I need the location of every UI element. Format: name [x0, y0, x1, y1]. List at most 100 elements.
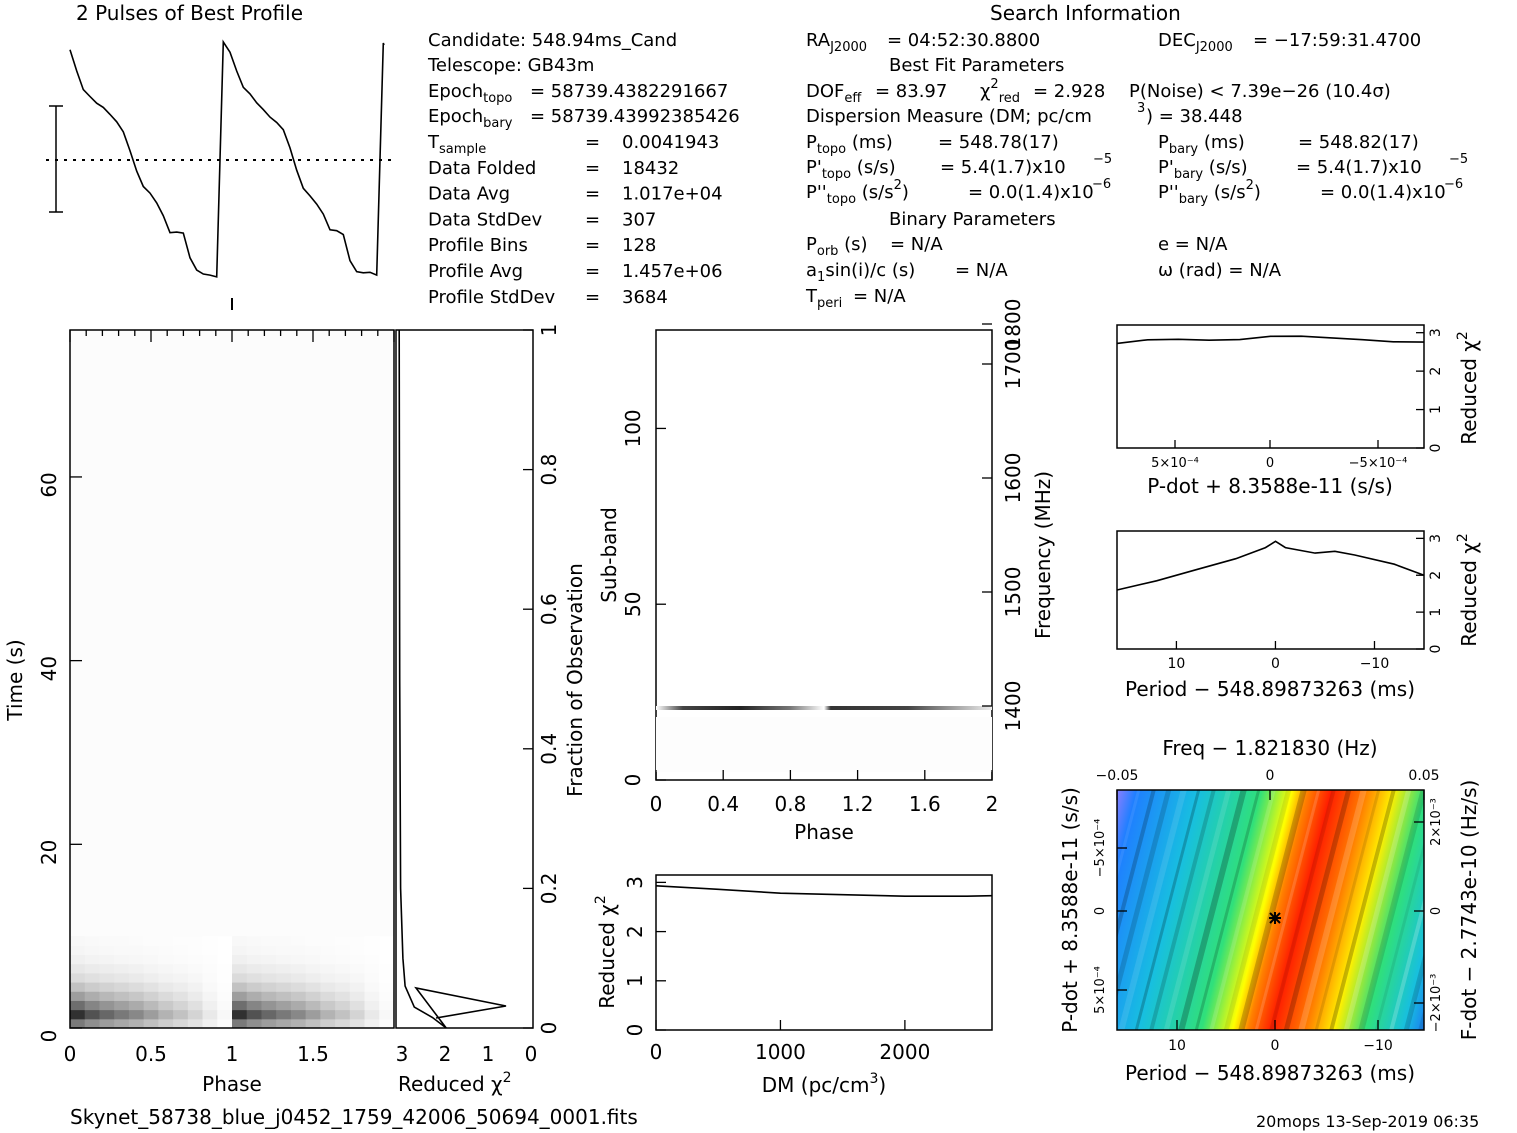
heatmap-cell	[99, 963, 115, 974]
heatmap-cell	[84, 963, 100, 974]
y-tick-label: 0.6	[537, 593, 561, 625]
heatmap-cell	[379, 991, 395, 1001]
info-equals: =	[585, 132, 600, 153]
candidate-text: Candidate: 548.94ms_Cand	[428, 30, 677, 51]
heatmap-cell	[305, 972, 321, 983]
heatmap-cell	[246, 972, 262, 983]
dm-cube: 3	[1137, 101, 1145, 116]
pddtopo-label: P''topo (s/s2)	[806, 178, 909, 207]
pdtopo-value: = 5.4(1.7)x10	[940, 157, 1066, 178]
y-tick-label: 0	[1093, 907, 1108, 915]
info-table: Tsample = 0.0041943 Data Folded = 18432 Data A…	[427, 132, 723, 308]
heatmap-cell	[158, 1000, 174, 1011]
heatmap-cell	[99, 1009, 115, 1020]
heatmap-cell	[114, 982, 130, 992]
heatmap-cell	[143, 963, 159, 974]
heatmap-streak	[1403, 951, 1424, 1030]
y-tick-label: 50	[621, 591, 645, 616]
heatmap-cell	[158, 982, 174, 992]
heatmap-cell	[217, 945, 233, 956]
heatmap-cell	[305, 945, 321, 956]
x-tick-label: 1.6	[909, 792, 941, 816]
heatmap-streak	[1358, 790, 1424, 1030]
ppdot-xlabel: Period − 548.89873263 (ms)	[1125, 1061, 1415, 1085]
heatmap-streak	[1343, 790, 1412, 1030]
heatmap-cell	[305, 963, 321, 974]
y-tick-label: 0	[621, 774, 645, 787]
heatmap-cell	[335, 982, 351, 992]
pdtopo-label: P'topo (s/s)	[806, 157, 896, 182]
heatmap-cell	[173, 991, 189, 1001]
heatmap-cell	[261, 954, 277, 965]
info-value: 128	[622, 235, 656, 256]
heatmap-cell	[349, 1018, 366, 1029]
info-label: Profile Bins	[428, 235, 528, 256]
heatmap-streak	[1283, 790, 1352, 1030]
time-phase-xlabel: Phase	[202, 1072, 262, 1096]
heatmap-cell	[320, 1000, 336, 1011]
x-tick-label: 10	[1168, 656, 1186, 672]
best-fit-title: Best Fit Parameters	[889, 55, 1064, 76]
heatmap-cell	[276, 1000, 292, 1011]
heatmap-cell	[335, 991, 351, 1001]
heatmap-cell	[246, 1009, 262, 1020]
heatmap-cell	[70, 954, 86, 965]
period-ticks: 10 0 −10 0 1 2 3	[1168, 534, 1444, 672]
heatmap-cell	[128, 1018, 145, 1029]
heatmap-cell	[349, 972, 366, 983]
heatmap-cell	[320, 982, 336, 992]
heatmap-cell	[128, 936, 145, 946]
x-tick-label: 0	[525, 1042, 538, 1066]
profile-title: 2 Pulses of Best Profile	[76, 1, 303, 25]
heatmap-cell	[173, 1009, 189, 1020]
y-tick-label: 1	[1428, 608, 1444, 617]
heatmap-streak	[1298, 790, 1367, 1030]
pdot-chi2-line	[1116, 335, 1425, 345]
heatmap-cell	[128, 972, 145, 983]
heatmap-streak	[1254, 790, 1321, 1030]
heatmap-cell	[290, 945, 307, 956]
candidate-info: Candidate: 548.94ms_Cand Telescope: GB43…	[427, 30, 740, 308]
x-tick-label: −5×10⁻⁴	[1349, 456, 1408, 471]
timestamp: 20mops 13-Sep-2019 06:35	[1256, 1112, 1479, 1131]
ptopo-label: Ptopo (ms)	[806, 132, 893, 157]
y2-tick-label: 1800	[1001, 299, 1025, 350]
heatmap-cell	[217, 1000, 233, 1011]
chi2-fraction-panel: 3 2 1 0 0 0.2 0.4 0.6 0.8 1 Reduced χ2 Fraction o…	[395, 324, 587, 1096]
heatmap-cell	[202, 936, 218, 946]
heatmap-cell	[114, 972, 130, 983]
asini-label: a1sin(i)/c (s)	[806, 260, 915, 285]
pdot-ylabel: Reduced χ2	[1455, 331, 1481, 445]
subband-ylabel: Sub-band	[597, 507, 621, 603]
heatmap-cell	[246, 954, 262, 965]
heatmap-cell	[320, 991, 336, 1001]
heatmap-cell	[364, 936, 380, 946]
info-value: 3684	[622, 287, 668, 308]
y-tick-label: 3	[623, 876, 647, 889]
heatmap-streak	[1314, 790, 1381, 1030]
epoch-topo-value: = 58739.4382291667	[530, 81, 728, 102]
x-tick-label: 1000	[755, 1040, 806, 1064]
dm-label: Dispersion Measure (DM; pc/cm	[806, 106, 1092, 127]
heatmap-streak	[1117, 790, 1141, 880]
heatmap-cell	[84, 945, 100, 956]
pddbary-value: = 0.0(1.4)x10	[1320, 182, 1446, 203]
heatmap-cell	[379, 982, 395, 992]
heatmap-cell	[276, 1018, 292, 1029]
heatmap-streak	[1178, 790, 1247, 1030]
heatmap-cell	[158, 1009, 174, 1020]
y-tick-label: 0	[1428, 645, 1444, 654]
heatmap-cell	[99, 1000, 115, 1011]
heatmap-cell	[173, 972, 189, 983]
heatmap-cell	[84, 936, 100, 946]
heatmap-cell	[114, 1009, 130, 1020]
heatmap-cell	[290, 1000, 307, 1011]
heatmap-cell	[232, 972, 248, 983]
pnoise-text: P(Noise) < 7.39e−26 (10.4σ)	[1129, 81, 1391, 102]
heatmap-cell	[246, 963, 262, 974]
heatmap-cell	[217, 1018, 233, 1029]
dm-chi2-line	[655, 885, 993, 897]
pddtopo-value: = 0.0(1.4)x10	[968, 182, 1094, 203]
ptopo-value: = 548.78(17)	[938, 132, 1059, 153]
